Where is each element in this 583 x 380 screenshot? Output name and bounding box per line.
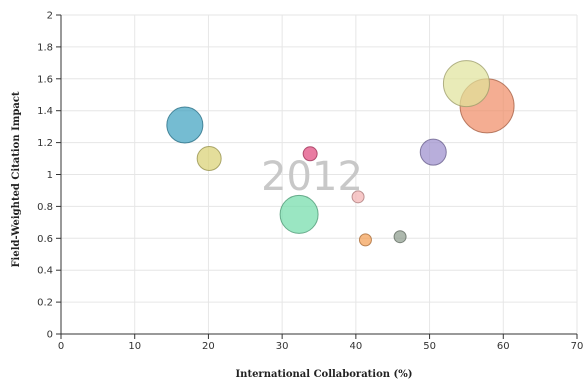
y-tick-label: 1.6 — [37, 74, 53, 85]
x-tick-label: 50 — [423, 341, 436, 352]
y-tick-label: 0.6 — [37, 234, 53, 245]
y-axis-title: Field-Weighted Citation Impact — [11, 91, 22, 267]
bubble-point[interactable] — [196, 146, 222, 172]
y-axis-ticks: 0 0.2 0.4 0.6 0.8 1 1.2 1.4 1.6 1.8 2 — [37, 11, 61, 341]
x-tick-label: 70 — [571, 341, 583, 352]
x-axis-ticks: 0 10 20 30 40 50 60 70 — [58, 334, 583, 352]
x-tick-label: 20 — [202, 341, 215, 352]
y-tick-label: 0.8 — [37, 202, 53, 213]
x-tick-label: 40 — [349, 341, 362, 352]
y-tick-label: 0 — [47, 330, 53, 341]
x-tick-label: 60 — [497, 341, 510, 352]
y-tick-label: 2 — [47, 11, 53, 22]
bubble-point[interactable] — [279, 194, 319, 234]
bubble-point[interactable] — [393, 230, 407, 244]
x-axis-title: International Collaboration (%) — [236, 369, 413, 380]
bubble-point[interactable] — [351, 190, 365, 204]
y-tick-label: 1 — [47, 170, 53, 181]
bubble-point[interactable] — [302, 146, 318, 162]
bubble-point[interactable] — [166, 106, 204, 144]
x-tick-label: 30 — [276, 341, 289, 352]
year-annotation: 2012 — [261, 154, 363, 200]
y-tick-label: 1.4 — [37, 106, 53, 117]
y-tick-label: 0.2 — [37, 298, 53, 309]
bubble-series — [166, 60, 515, 247]
x-tick-label: 0 — [58, 341, 64, 352]
y-tick-label: 1.2 — [37, 138, 53, 149]
y-tick-label: 0.4 — [37, 266, 53, 277]
bubble-point[interactable] — [442, 60, 490, 108]
bubble-point[interactable] — [419, 138, 447, 166]
x-tick-label: 10 — [128, 341, 141, 352]
bubble-point[interactable] — [358, 233, 372, 247]
y-tick-label: 1.8 — [37, 42, 53, 53]
